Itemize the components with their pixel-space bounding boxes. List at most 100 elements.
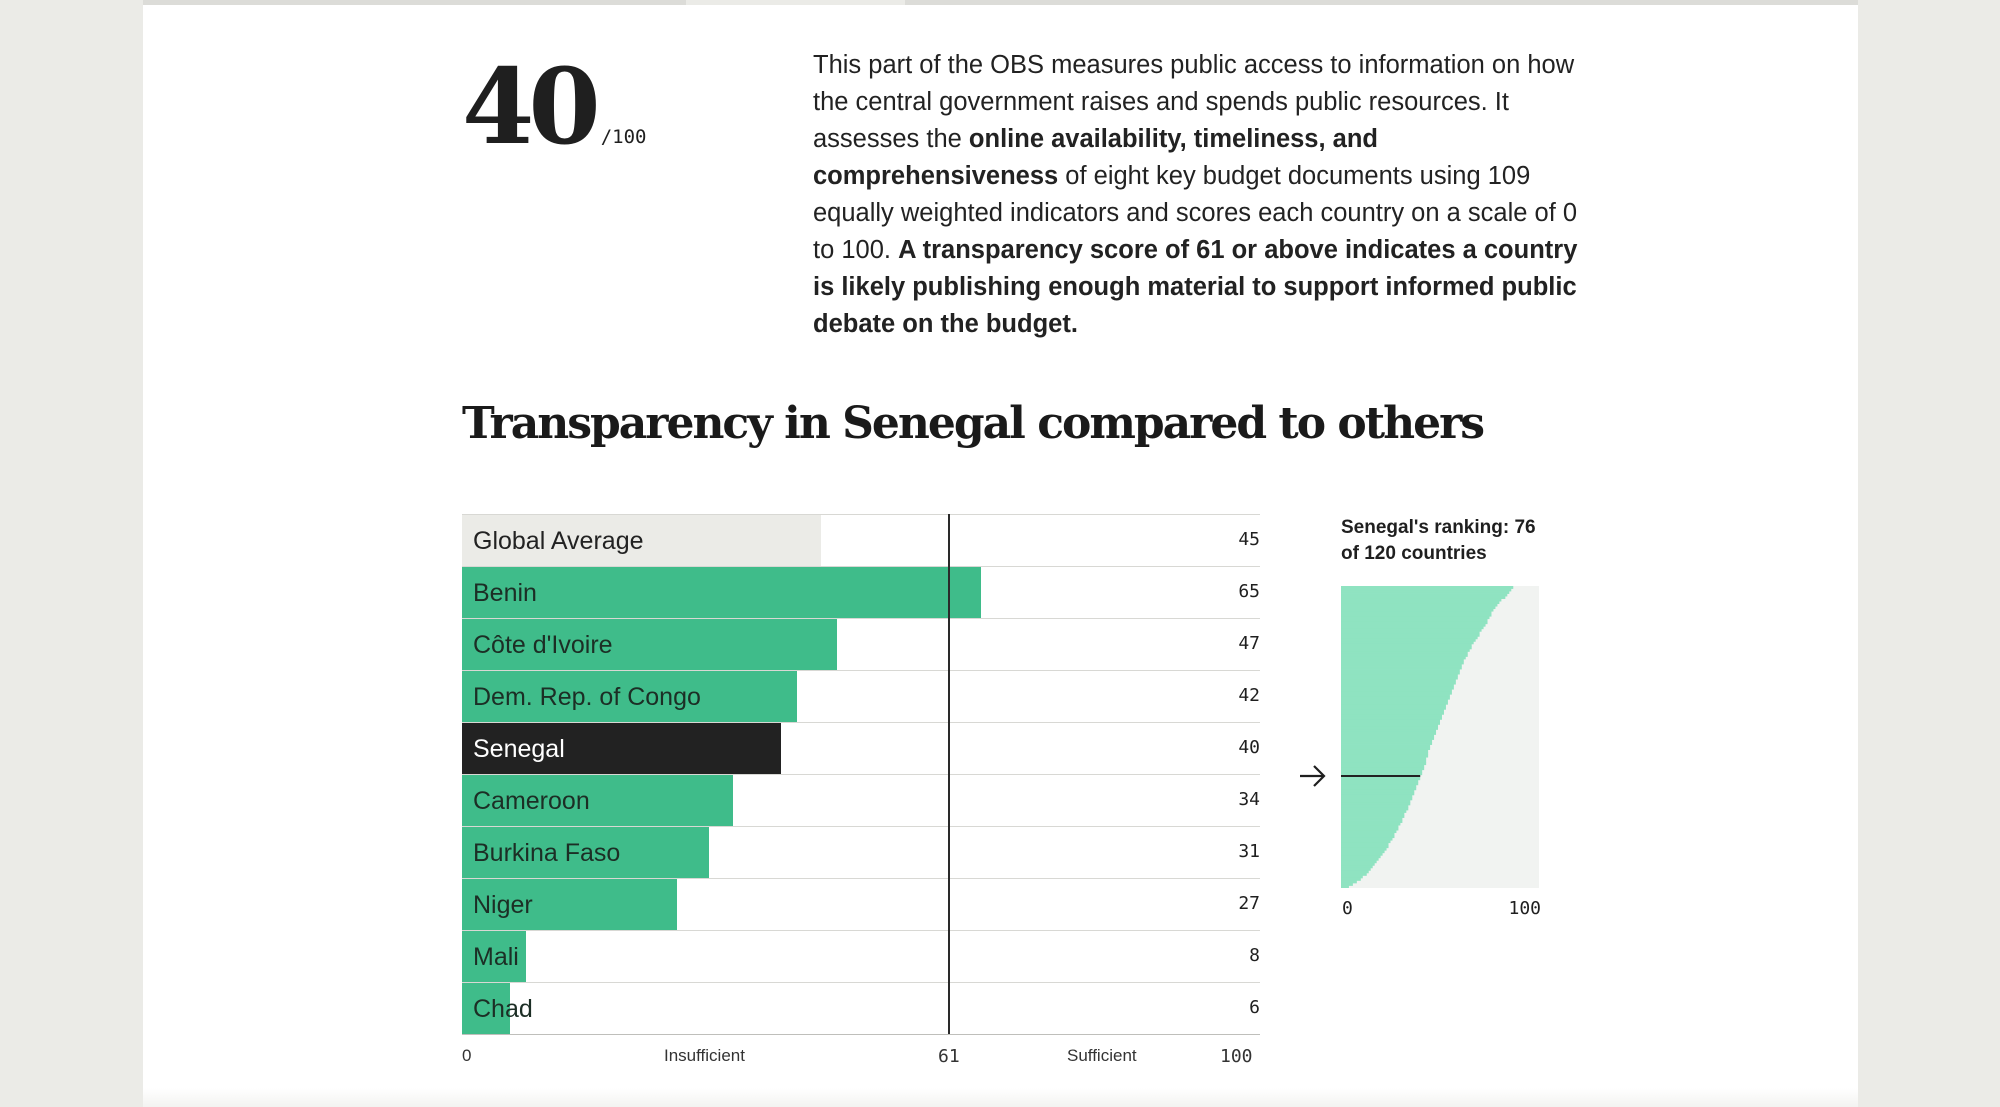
ranking-bar (1341, 631, 1480, 635)
row-divider (462, 514, 1260, 515)
ranking-bar (1341, 794, 1413, 798)
axis-max-label: 100 (1220, 1046, 1253, 1067)
ranking-bar (1341, 651, 1468, 655)
ranking-bar (1341, 618, 1488, 622)
ranking-bar (1341, 885, 1349, 888)
ranking-bar (1341, 762, 1427, 766)
ranking-bar (1341, 616, 1490, 620)
ranking-bar (1341, 646, 1472, 650)
bar (462, 931, 526, 982)
ranking-bar (1341, 623, 1486, 627)
ranking-bar (1341, 840, 1391, 844)
ranking-bar (1341, 611, 1492, 615)
chart-baseline (462, 1034, 1260, 1035)
row-divider (462, 618, 1260, 619)
bar-value: 8 (1249, 945, 1260, 966)
ranking-bar (1341, 807, 1409, 811)
ranking-bar (1341, 767, 1425, 771)
row-divider (462, 930, 1260, 931)
row-divider (462, 826, 1260, 827)
ranking-bar (1341, 757, 1427, 761)
ranking-bar (1341, 724, 1439, 728)
intro-paragraph: This part of the OBS measures public acc… (813, 47, 1588, 343)
bar (462, 567, 981, 618)
score-max: /100 (600, 126, 647, 148)
ranking-bar (1341, 716, 1442, 720)
ranking-bar (1341, 689, 1452, 693)
ranking-bar (1341, 643, 1472, 647)
ranking-bar (1341, 747, 1431, 750)
bar-row: Côte d'Ivoire 47 (462, 618, 1260, 670)
ranking-bar (1341, 681, 1456, 685)
ranking-bar (1341, 799, 1411, 803)
ranking-bar (1341, 842, 1389, 846)
ranking-bar (1341, 877, 1361, 881)
ranking-bar (1341, 769, 1423, 773)
intro-text: of eight key budget documents using 109 … (813, 162, 1578, 264)
ranking-bar (1341, 684, 1454, 688)
ranking-bar (1341, 731, 1437, 735)
bar-label: Cameroon (473, 787, 590, 815)
ranking-bar (1341, 802, 1411, 806)
score-display: 40/100 (462, 55, 647, 159)
ranking-bar (1341, 822, 1401, 826)
ranking-bar (1341, 591, 1510, 594)
ranking-bar (1341, 830, 1397, 834)
bar-label: Senegal (473, 735, 565, 763)
ranking-bar (1341, 880, 1357, 884)
ranking-bar (1341, 850, 1385, 854)
row-divider (462, 878, 1260, 879)
ranking-bar (1341, 817, 1403, 821)
ranking-bar (1341, 596, 1506, 599)
ranking-bar (1341, 653, 1468, 657)
tab-stripe (143, 0, 686, 5)
ranking-bar (1341, 870, 1369, 874)
row-divider (462, 670, 1260, 671)
intro-bold-text: online availability, timeliness, and com… (813, 125, 1378, 190)
bar-value: 45 (1238, 529, 1260, 550)
ranking-bar (1341, 787, 1417, 791)
ranking-bar (1341, 601, 1500, 605)
ranking-bar (1341, 872, 1367, 876)
ranking-bar (1341, 633, 1480, 637)
ranking-bar (1341, 782, 1419, 786)
ranking-bar (1341, 855, 1381, 859)
ranking-bar (1341, 749, 1429, 753)
ranking-bar (1341, 764, 1425, 768)
bar-value: 34 (1238, 789, 1260, 810)
bar-row: Chad 6 (462, 982, 1260, 1034)
ranking-bar (1341, 832, 1395, 836)
ranking-bar (1341, 789, 1415, 793)
bar-value: 31 (1238, 841, 1260, 862)
ranking-bar (1341, 676, 1458, 680)
ranking-bar (1341, 875, 1363, 879)
bar (462, 619, 838, 670)
intro-text: This part of the OBS measures public acc… (813, 51, 1575, 153)
axis-insufficient-label: Insufficient (664, 1046, 745, 1065)
row-divider (462, 982, 1260, 983)
ranking-bar (1341, 628, 1482, 632)
ranking-bar (1341, 706, 1446, 710)
ranking-bar (1341, 669, 1460, 672)
ranking-bar (1341, 847, 1387, 851)
ranking-bar (1341, 744, 1431, 748)
chart-title: Transparency in Senegal compared to othe… (462, 398, 1485, 449)
ranking-bar (1341, 815, 1405, 818)
ranking-bar (1341, 865, 1373, 869)
ranking-bar (1341, 777, 1421, 781)
bar-value: 40 (1238, 737, 1260, 758)
ranking-bar (1341, 709, 1444, 713)
bar-value: 65 (1238, 581, 1260, 602)
bar-row: Mali 8 (462, 930, 1260, 982)
ranking-bar (1341, 588, 1512, 592)
ranking-bar (1341, 759, 1427, 763)
bar-value: 42 (1238, 685, 1260, 706)
axis-min-label: 0 (462, 1046, 472, 1065)
ranking-bar (1341, 661, 1464, 665)
ranking-bar (1341, 825, 1399, 828)
bar-row: Benin 65 (462, 566, 1260, 618)
bar (462, 983, 510, 1034)
ranking-bar (1341, 586, 1514, 589)
ranking-bar (1341, 734, 1435, 738)
ranking-bar (1341, 648, 1470, 652)
